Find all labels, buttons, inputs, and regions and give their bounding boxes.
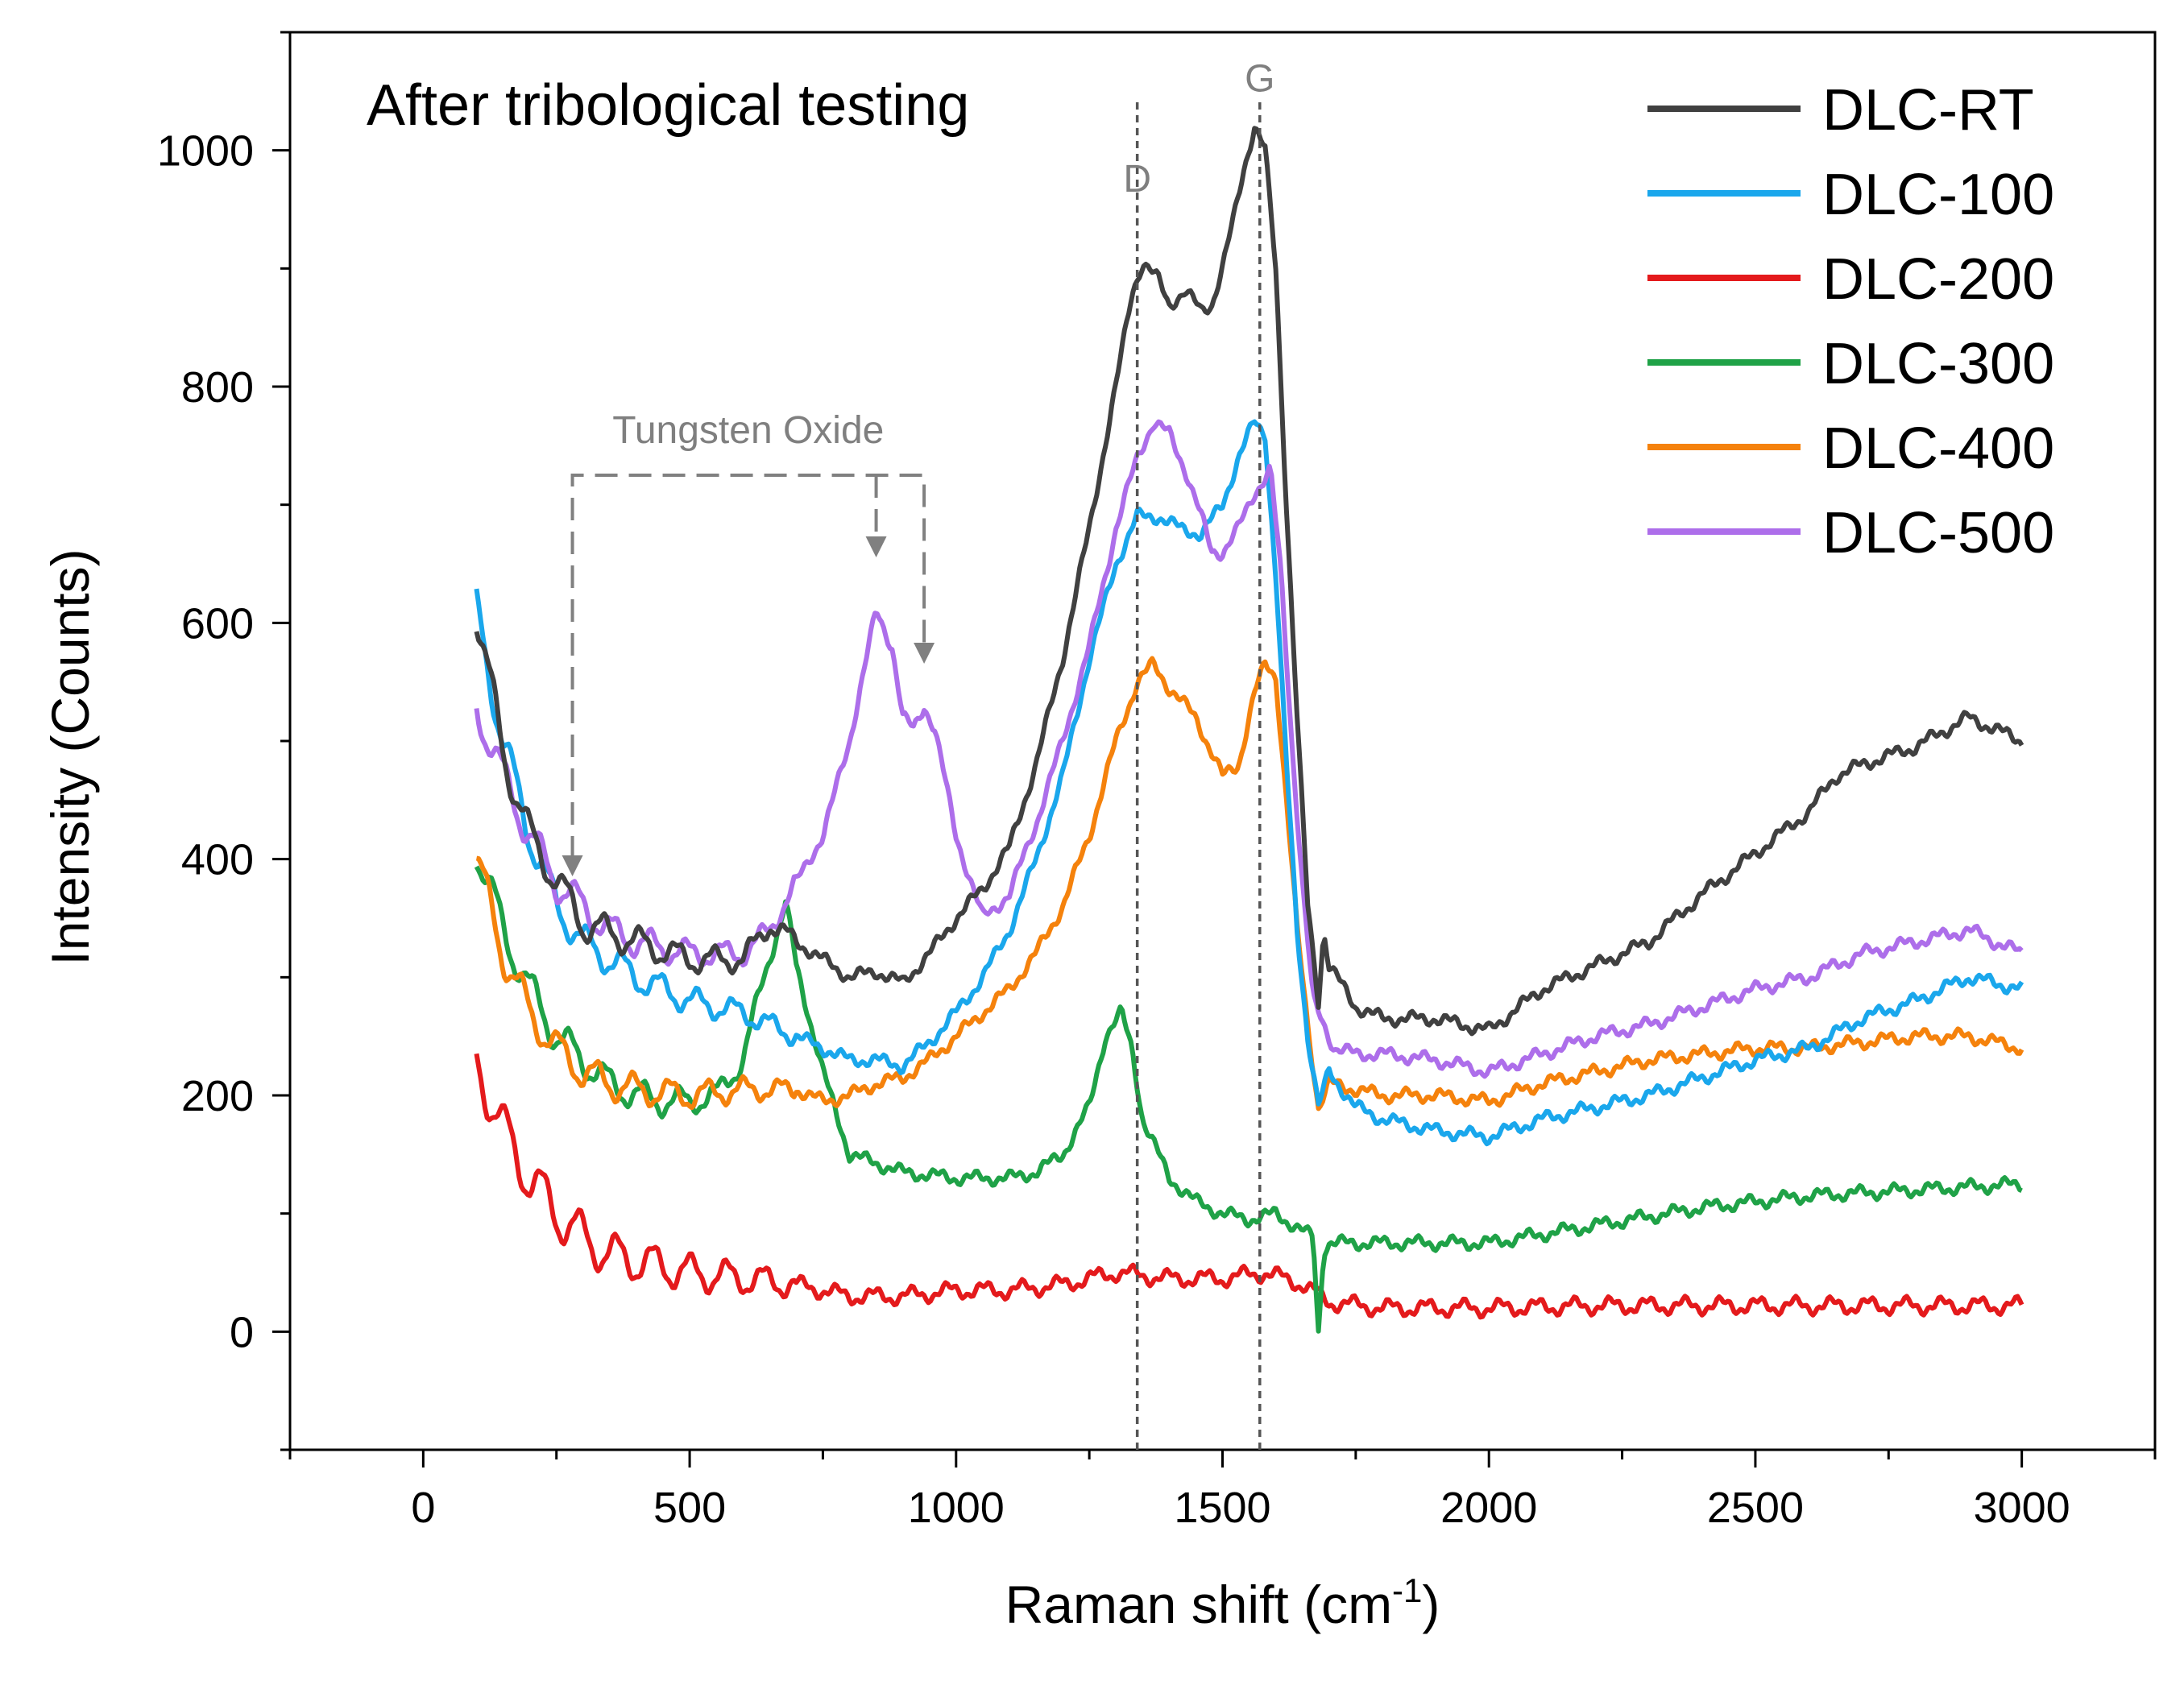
series-line-dlc-200 [474,1053,2024,1320]
legend-item: DLC-200 [1647,247,2054,312]
reference-label-g: G [1245,57,1274,100]
legend-label: DLC-300 [1822,332,2054,396]
y-axis-title: Intensity (Counts) [40,549,100,965]
legend-label: DLC-500 [1822,501,2054,565]
annotation-arrowhead [914,643,935,664]
x-axis-title: Raman shift (cm-1) [1005,1571,1440,1634]
annotation-arrowhead [865,536,887,557]
legend-item: DLC-100 [1647,163,2054,227]
x-axis-title-main: Raman shift (cm [1005,1575,1392,1634]
legend: DLC-RT DLC-100 DLC-200 DLC-300 DLC-400 DLC-50… [1647,78,2054,565]
y-tick-label: 600 [181,599,254,648]
x-axis-title-superscript: -1 [1392,1571,1422,1609]
series-line-dlc-rt [474,126,2024,1037]
y-tick-label: 1000 [157,127,254,176]
y-tick-label: 200 [181,1072,254,1120]
plot-area [474,126,2024,1334]
tungsten-oxide-annotation: Tungsten Oxide [562,409,935,876]
axis-tick-labels: 0 500 1000 1500 2000 2500 3000 0 200 400 600 800 100… [157,127,2070,1532]
annotation-label: Tungsten Oxide [612,409,884,452]
x-tick-label: 0 [411,1484,435,1532]
legend-item: DLC-500 [1647,501,2054,565]
legend-item: DLC-400 [1647,416,2054,481]
x-tick-label: 1500 [1174,1484,1270,1532]
series-line-dlc-300 [474,865,2023,1334]
legend-label: DLC-200 [1822,247,2054,312]
x-axis-title-close: ) [1422,1575,1440,1634]
reference-label-d: D [1123,158,1151,201]
x-tick-label: 3000 [1974,1484,2070,1532]
series-line-dlc-100 [474,419,2024,1147]
x-tick-label: 500 [653,1484,726,1532]
legend-label: DLC-100 [1822,163,2054,227]
axis-ticks [272,31,2157,1468]
y-tick-label: 0 [230,1308,254,1356]
x-tick-label: 2500 [1707,1484,1804,1532]
annotation-arrowhead [562,855,583,876]
legend-label: DLC-RT [1822,78,2034,143]
legend-item: DLC-RT [1647,78,2034,143]
x-tick-label: 2000 [1440,1484,1537,1532]
series-line-dlc-500 [474,419,2024,1079]
annotation-bracket [570,474,926,859]
y-tick-label: 800 [181,363,254,412]
legend-item: DLC-300 [1647,332,2054,396]
chart-title: After tribological testing [367,73,969,138]
reference-lines: DG [1123,57,1274,1450]
legend-label: DLC-400 [1822,416,2054,481]
y-tick-label: 400 [181,836,254,884]
x-tick-label: 1000 [908,1484,1005,1532]
